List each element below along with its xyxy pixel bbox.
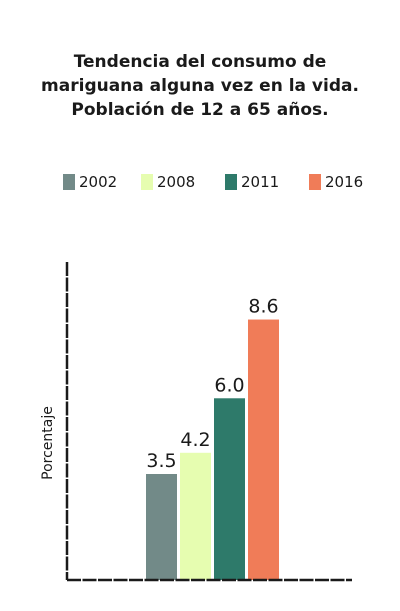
data-label-2002: 3.5 <box>146 450 176 472</box>
legend-label-2008: 2008 <box>157 173 196 191</box>
legend-label-2011: 2011 <box>241 173 280 191</box>
legend-swatch-2011 <box>225 174 237 190</box>
chart-title: Tendencia del consumo de mariguana algun… <box>20 50 380 122</box>
legend-swatch-2016 <box>309 174 321 190</box>
bar-2011 <box>214 398 245 580</box>
chart-title-line-1: Tendencia del consumo de <box>73 52 327 72</box>
legend-label-2016: 2016 <box>325 173 364 191</box>
data-label-2016: 8.6 <box>248 296 278 318</box>
bar-2016 <box>248 319 279 580</box>
legend-swatch-2002 <box>63 174 75 190</box>
legend-swatch-2008 <box>141 174 153 190</box>
bar-2008 <box>180 452 211 580</box>
y-axis-label: Porcentaje <box>40 406 56 480</box>
data-label-2011: 6.0 <box>214 374 244 396</box>
chart-title-line-2: mariguana alguna vez en la vida. <box>41 76 359 96</box>
data-label-2008: 4.2 <box>180 429 210 451</box>
bar-2002 <box>146 474 177 580</box>
chart-legend: 2002 2008 2011 2016 <box>0 170 400 194</box>
legend-label-2002: 2002 <box>79 173 118 191</box>
chart-title-line-3: Población de 12 a 65 años. <box>71 100 329 120</box>
